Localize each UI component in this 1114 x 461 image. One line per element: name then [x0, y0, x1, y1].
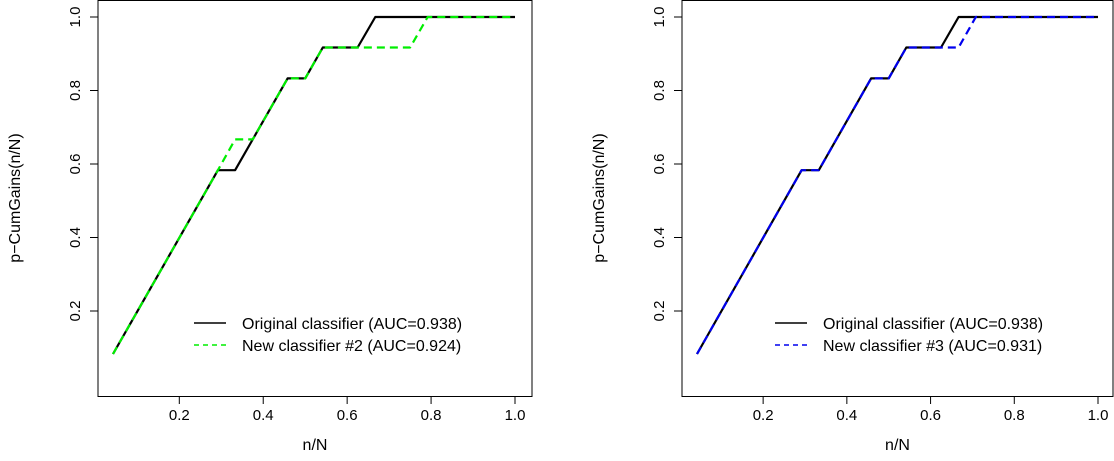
legend-label: New classifier #3 (AUC=0.931): [823, 338, 1042, 355]
y-axis-label: p−CumGains(n/N): [591, 133, 608, 262]
x-axis-label: n/N: [303, 437, 328, 454]
y-tick-label: 0.2: [67, 301, 84, 322]
x-tick-label: 0.6: [337, 407, 358, 424]
legend-label: Original classifier (AUC=0.938): [242, 316, 462, 333]
y-axis-label: p−CumGains(n/N): [7, 133, 24, 262]
series-line-0: [112, 15, 515, 355]
x-tick-label: 1.0: [505, 407, 526, 424]
plot-frame: [97, 0, 533, 397]
y-tick-label: 0.2: [651, 301, 668, 322]
x-tick-label: 0.2: [753, 407, 774, 424]
series-line-1: [112, 15, 515, 355]
x-tick-label: 1.0: [1088, 407, 1109, 424]
x-tick-label: 0.4: [836, 407, 857, 424]
y-tick-label: 0.8: [67, 80, 84, 101]
x-tick-label: 0.8: [421, 407, 442, 424]
y-tick-label: 0.6: [651, 154, 668, 175]
x-tick-label: 0.4: [253, 407, 274, 424]
legend-label: New classifier #2 (AUC=0.924): [242, 338, 461, 355]
plot-frame: [681, 0, 1114, 397]
y-tick-label: 0.4: [651, 227, 668, 248]
y-tick-label: 1.0: [651, 7, 668, 28]
y-tick-label: 0.6: [67, 154, 84, 175]
x-tick-label: 0.6: [920, 407, 941, 424]
series-line-1: [696, 15, 1098, 355]
y-tick-label: 0.8: [651, 80, 668, 101]
right-panel: 0.2 0.4 0.6 0.8 1.0 0.2 0.4 0.6 0.8 1.0 n/N p−CumGa…: [591, 0, 1114, 454]
y-tick-label: 0.4: [67, 227, 84, 248]
legend-label: Original classifier (AUC=0.938): [823, 316, 1043, 333]
x-tick-label: 0.2: [169, 407, 190, 424]
left-panel: 0.2 0.4 0.6 0.8 1.0 0.2 0.4 0.6 0.8 1.0 n/N p−CumGa…: [7, 0, 533, 454]
series-line-0: [696, 15, 1098, 355]
x-axis-label: n/N: [885, 437, 910, 454]
x-tick-label: 0.8: [1004, 407, 1025, 424]
y-tick-label: 1.0: [67, 7, 84, 28]
